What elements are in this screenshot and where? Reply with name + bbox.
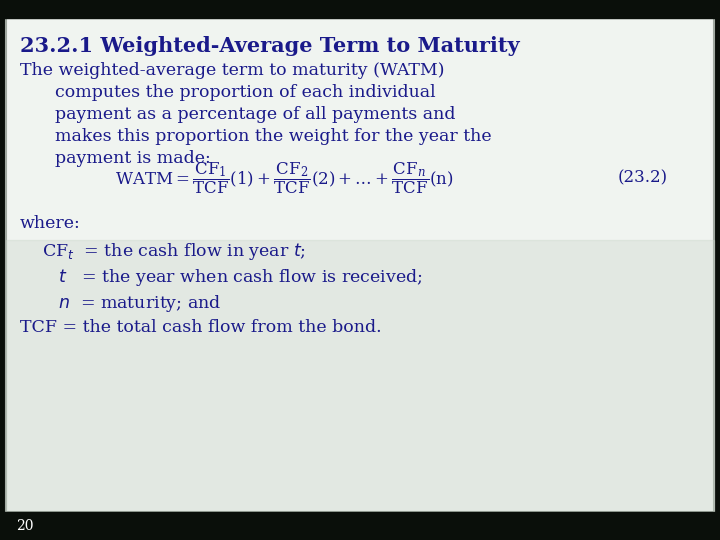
Text: makes this proportion the weight for the year the: makes this proportion the weight for the… xyxy=(55,128,492,145)
Text: payment as a percentage of all payments and: payment as a percentage of all payments … xyxy=(55,106,456,123)
Text: The weighted-average term to maturity (WATM): The weighted-average term to maturity (W… xyxy=(20,62,444,79)
Text: 23.2.1 Weighted-Average Term to Maturity: 23.2.1 Weighted-Average Term to Maturity xyxy=(20,36,520,56)
Text: 20: 20 xyxy=(16,519,34,533)
Text: $n$  = maturity; and: $n$ = maturity; and xyxy=(58,293,221,314)
Text: where:: where: xyxy=(20,215,81,232)
Text: computes the proportion of each individual: computes the proportion of each individu… xyxy=(55,84,436,101)
Text: payment is made:: payment is made: xyxy=(55,150,211,167)
Text: (23.2): (23.2) xyxy=(618,170,668,186)
FancyBboxPatch shape xyxy=(6,18,714,512)
Bar xyxy=(6,240,714,512)
Text: CF$_t$  = the cash flow in year $\it{t}$;: CF$_t$ = the cash flow in year $\it{t}$; xyxy=(42,241,306,262)
Text: $t$   = the year when cash flow is received;: $t$ = the year when cash flow is receive… xyxy=(58,267,423,288)
Text: TCF = the total cash flow from the bond.: TCF = the total cash flow from the bond. xyxy=(20,319,382,336)
Bar xyxy=(0,512,720,540)
Text: WATM$=\dfrac{\rm CF_1}{\rm TCF}(1)+\dfrac{\rm CF_2}{\rm TCF}(2)+\ldots+\dfrac{\r: WATM$=\dfrac{\rm CF_1}{\rm TCF}(1)+\dfra… xyxy=(115,160,454,196)
Bar xyxy=(0,0,720,18)
